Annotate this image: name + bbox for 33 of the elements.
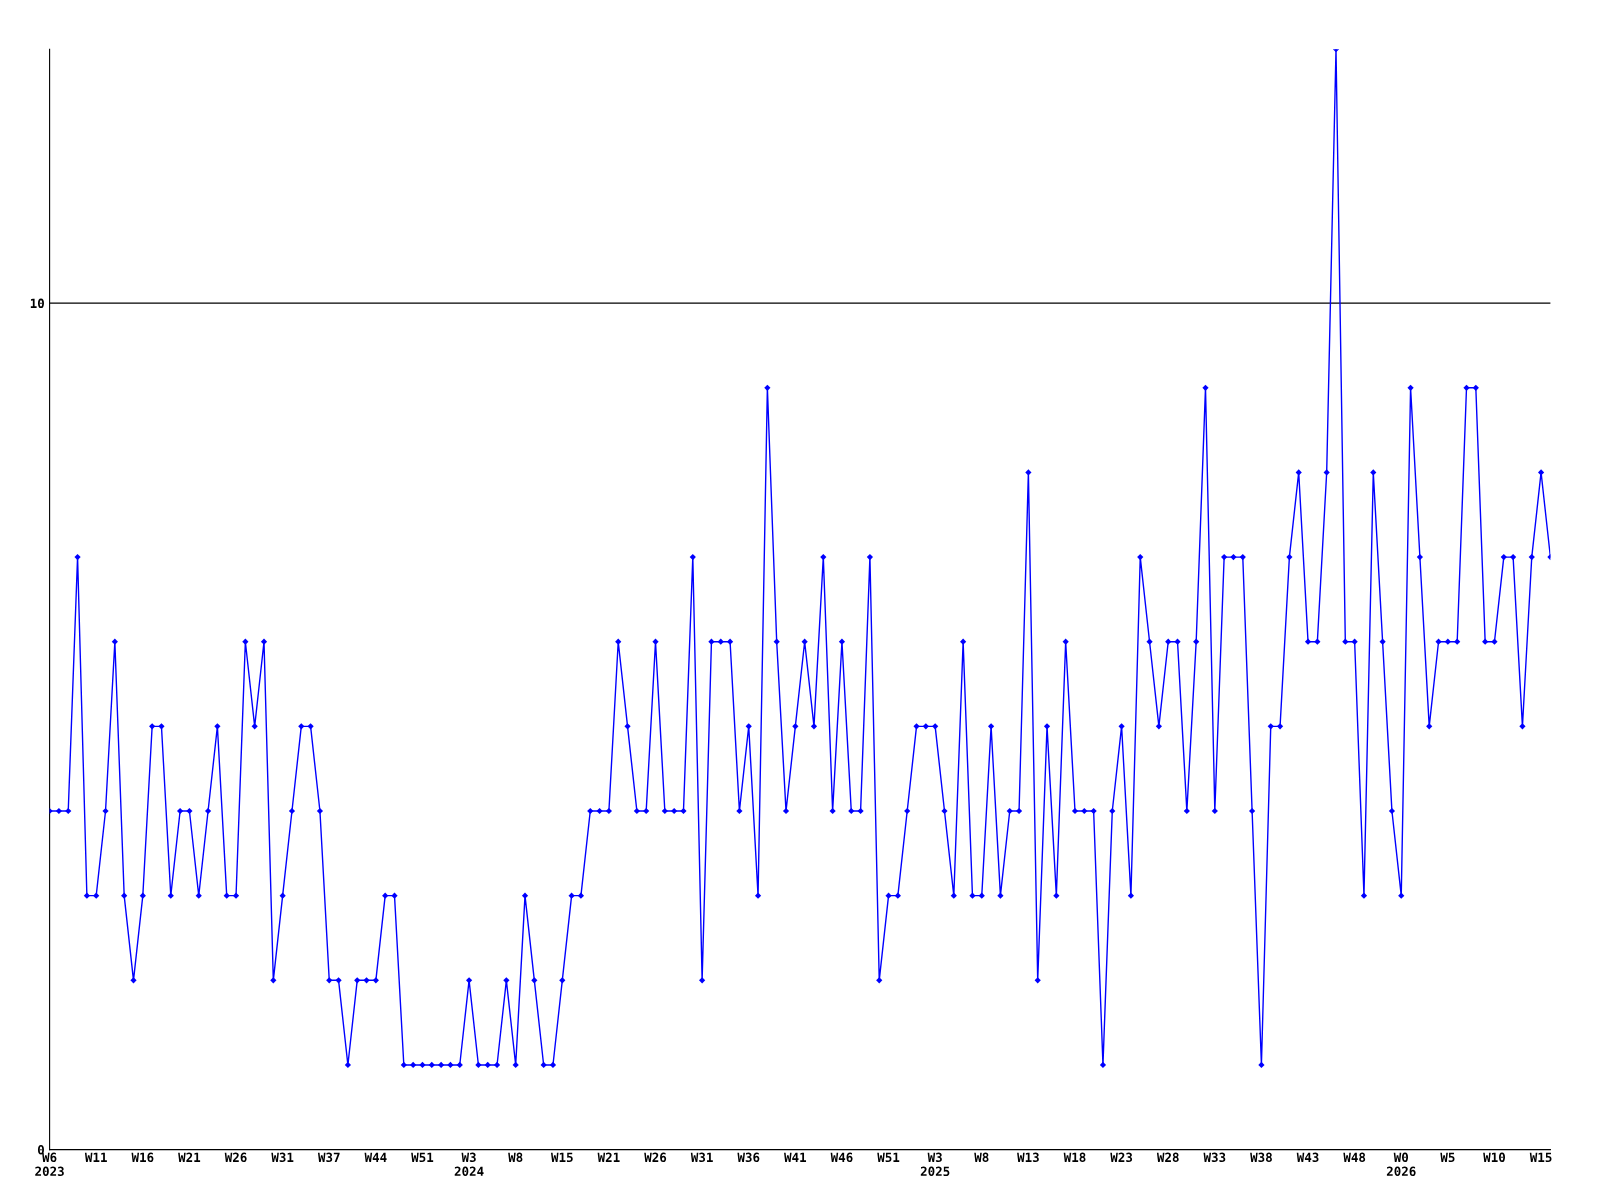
x-tick-label: W15 [551, 1152, 573, 1163]
x-tick-label: W23 [1110, 1152, 1133, 1163]
x-tick-label: W16 [131, 1152, 154, 1163]
x-tick-label: W3 2024 [454, 1152, 484, 1177]
x-tick-label: W51 [411, 1152, 434, 1163]
x-tick-label: W21 [178, 1152, 201, 1162]
x-tick-label: W28 [1156, 1152, 1179, 1163]
x-tick-label: W37 [317, 1152, 340, 1163]
x-tick-label: W11 [84, 1152, 107, 1162]
x-tick-label: W31 [690, 1152, 713, 1163]
x-tick-label: W26 [644, 1152, 667, 1163]
x-tick-label: W36 [737, 1152, 760, 1163]
x-tick-label: W13 [1017, 1152, 1039, 1163]
x-tick-label: W0 2026 [1386, 1152, 1416, 1177]
x-tick-label: W31 [271, 1152, 294, 1163]
x-tick-label: W21 [597, 1152, 620, 1162]
x-tick-label: W18 [1063, 1152, 1086, 1163]
x-tick-label: W10 [1483, 1152, 1506, 1163]
x-tick-label: W51 [877, 1152, 900, 1163]
x-tick-label: W5 [1440, 1152, 1455, 1163]
x-tick-label: W15 [1529, 1152, 1552, 1163]
y-tick-label: 10 [30, 298, 44, 309]
x-tick-label: W8 [974, 1152, 989, 1163]
x-tick-label: W48 [1343, 1152, 1366, 1163]
x-tick-label: W3 2025 [920, 1152, 950, 1177]
x-tick-label: W41 [784, 1152, 807, 1162]
x-tick-label: W44 [364, 1152, 387, 1162]
x-tick-label: W46 [830, 1152, 853, 1163]
x-tick-label: W8 [508, 1152, 523, 1163]
x-tick-label: W38 [1250, 1152, 1272, 1163]
x-tick-label: W33 [1203, 1152, 1226, 1163]
x-tick-label: W26 [224, 1152, 247, 1163]
x-tick-label: W43 [1296, 1152, 1319, 1163]
